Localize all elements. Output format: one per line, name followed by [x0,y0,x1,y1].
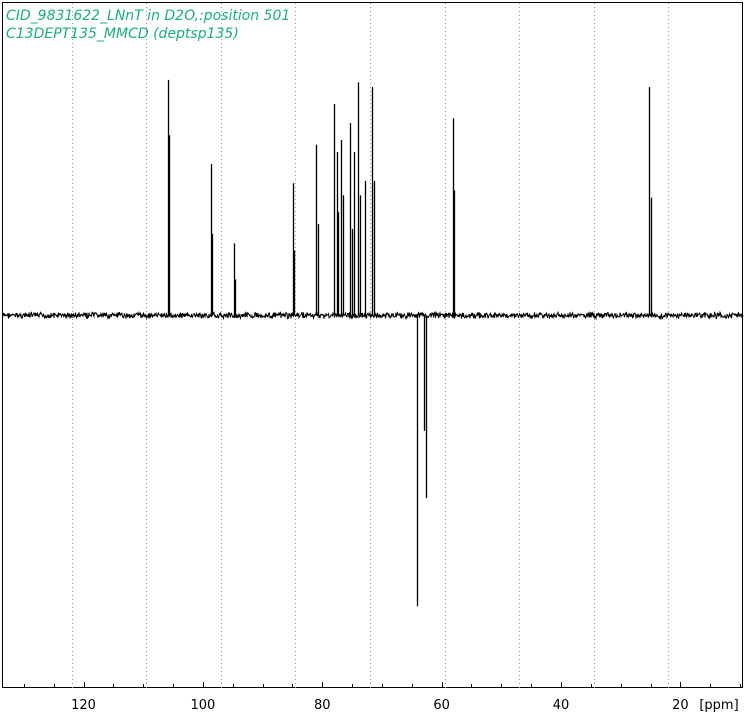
spectrum-subtitle: C13DEPT135_MMCD (deptsp135) [6,26,239,42]
x-tick-label: 60 [433,698,450,713]
grid-lines [72,3,669,688]
x-tick-label: 80 [314,698,331,713]
x-axis: 120 100 80 60 40 20 [ppm] [24,682,741,713]
spectrum-title: CID_9831622_LNnT in D2O,:position 501 [6,8,291,24]
x-tick-label: 20 [672,698,689,713]
x-tick-label: 100 [191,698,216,713]
x-tick-label: 120 [71,698,96,713]
peak-series [167,79,653,607]
x-tick-label: 40 [553,698,570,713]
x-axis-unit-label: [ppm] [699,698,738,713]
